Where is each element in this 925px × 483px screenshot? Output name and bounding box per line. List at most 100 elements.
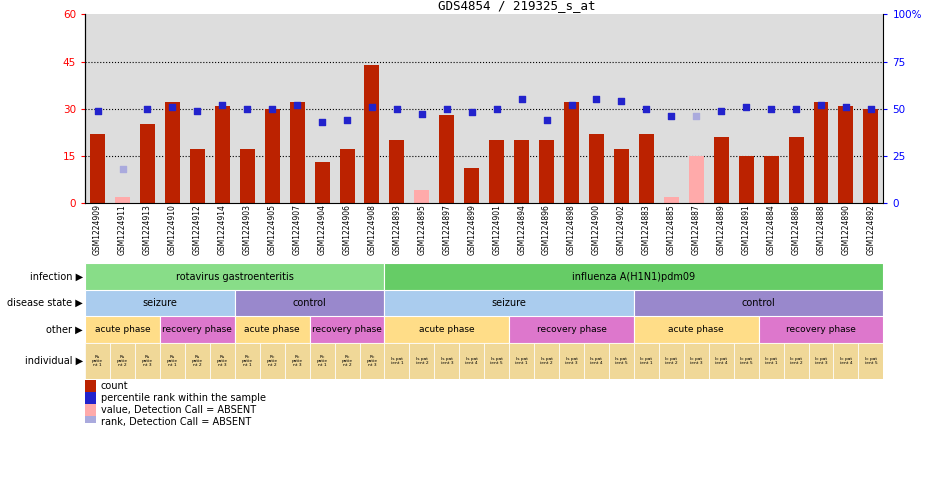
Text: lc pat
ient 2: lc pat ient 2 <box>790 357 802 365</box>
Bar <box>240 150 254 203</box>
Point <box>489 105 504 113</box>
Text: ls pat
ient 5: ls pat ient 5 <box>490 357 503 365</box>
Bar <box>559 343 584 379</box>
Text: acute phase: acute phase <box>94 325 151 334</box>
Point <box>539 116 554 124</box>
Bar <box>160 343 185 379</box>
Text: GSM1224909: GSM1224909 <box>93 204 102 255</box>
Point <box>115 165 130 173</box>
Bar <box>90 134 105 203</box>
Bar <box>489 140 504 203</box>
Bar <box>664 197 679 203</box>
Text: other ▶: other ▶ <box>46 325 82 335</box>
Point <box>789 105 804 113</box>
Point <box>240 105 254 113</box>
Text: GDS4854 / 219325_s_at: GDS4854 / 219325_s_at <box>438 0 596 12</box>
Point <box>290 101 304 109</box>
Bar <box>290 102 304 203</box>
Bar <box>110 343 135 379</box>
Text: GSM1224911: GSM1224911 <box>118 204 127 255</box>
Text: GSM1224908: GSM1224908 <box>367 204 376 255</box>
Bar <box>534 343 559 379</box>
Bar <box>634 316 758 343</box>
Bar <box>863 109 879 203</box>
Bar <box>509 316 634 343</box>
Bar <box>509 343 534 379</box>
Bar <box>838 105 854 203</box>
Text: acute phase: acute phase <box>419 325 475 334</box>
Text: disease state ▶: disease state ▶ <box>7 298 82 308</box>
Text: GSM1224898: GSM1224898 <box>567 204 576 255</box>
Point <box>839 103 854 111</box>
Bar <box>709 343 734 379</box>
Text: count: count <box>101 381 129 391</box>
Text: recovery phase: recovery phase <box>163 325 232 334</box>
Point <box>339 116 354 124</box>
Bar <box>85 316 160 343</box>
Bar <box>310 343 335 379</box>
Text: GSM1224891: GSM1224891 <box>742 204 751 255</box>
Text: ls pat
ient 3: ls pat ient 3 <box>440 357 453 365</box>
Text: Rc
patie
nt 3: Rc patie nt 3 <box>366 355 377 367</box>
Bar <box>485 343 509 379</box>
Bar <box>260 343 285 379</box>
Text: seizure: seizure <box>492 298 526 308</box>
Bar <box>235 316 310 343</box>
Text: GSM1224901: GSM1224901 <box>492 204 501 255</box>
Point <box>739 103 754 111</box>
Text: ls pat
ient 3: ls pat ient 3 <box>565 357 578 365</box>
Text: GSM1224903: GSM1224903 <box>242 204 252 255</box>
Bar <box>589 134 604 203</box>
Text: seizure: seizure <box>142 298 178 308</box>
Text: control: control <box>292 298 327 308</box>
Text: Rc
patie
nt 1: Rc patie nt 1 <box>316 355 327 367</box>
Point <box>514 96 529 103</box>
Point <box>265 105 279 113</box>
Bar <box>85 343 110 379</box>
Bar <box>85 380 96 392</box>
Bar <box>539 140 554 203</box>
Text: GSM1224899: GSM1224899 <box>467 204 476 255</box>
Bar <box>235 343 260 379</box>
Bar <box>514 140 529 203</box>
Point <box>314 118 329 126</box>
Bar <box>190 150 204 203</box>
Point <box>389 105 404 113</box>
Text: lc pat
ient 4: lc pat ient 4 <box>715 357 728 365</box>
Bar <box>460 343 485 379</box>
Text: GSM1224912: GSM1224912 <box>192 204 202 255</box>
Bar <box>85 290 235 316</box>
Text: acute phase: acute phase <box>244 325 300 334</box>
Text: ls pat
ient 4: ls pat ient 4 <box>590 357 603 365</box>
Text: rank, Detection Call = ABSENT: rank, Detection Call = ABSENT <box>101 417 251 427</box>
Text: lc pat
ient 1: lc pat ient 1 <box>640 357 653 365</box>
Text: GSM1224904: GSM1224904 <box>317 204 327 255</box>
Bar <box>85 392 96 404</box>
Bar <box>265 109 279 203</box>
Bar <box>858 343 883 379</box>
Bar <box>85 416 96 428</box>
Bar <box>360 343 385 379</box>
Point <box>364 103 379 111</box>
Text: GSM1224887: GSM1224887 <box>692 204 701 255</box>
Text: acute phase: acute phase <box>669 325 724 334</box>
Bar <box>739 156 754 203</box>
Text: rotavirus gastroenteritis: rotavirus gastroenteritis <box>176 271 294 282</box>
Text: lc pat
ient 3: lc pat ient 3 <box>690 357 703 365</box>
Text: GSM1224905: GSM1224905 <box>267 204 277 255</box>
Bar <box>564 102 579 203</box>
Point <box>564 101 579 109</box>
Text: GSM1224893: GSM1224893 <box>392 204 401 255</box>
Text: GSM1224884: GSM1224884 <box>767 204 776 255</box>
Bar <box>385 316 509 343</box>
Bar <box>714 137 729 203</box>
Text: lc pat
ient 2: lc pat ient 2 <box>665 357 678 365</box>
Text: GSM1224907: GSM1224907 <box>292 204 302 255</box>
Bar <box>335 343 360 379</box>
Bar <box>764 156 779 203</box>
Bar <box>165 102 179 203</box>
Point <box>90 107 105 114</box>
Text: Rs
patie
nt 2: Rs patie nt 2 <box>117 355 128 367</box>
Bar <box>689 156 704 203</box>
Text: ls pat
ient 1: ls pat ient 1 <box>515 357 528 365</box>
